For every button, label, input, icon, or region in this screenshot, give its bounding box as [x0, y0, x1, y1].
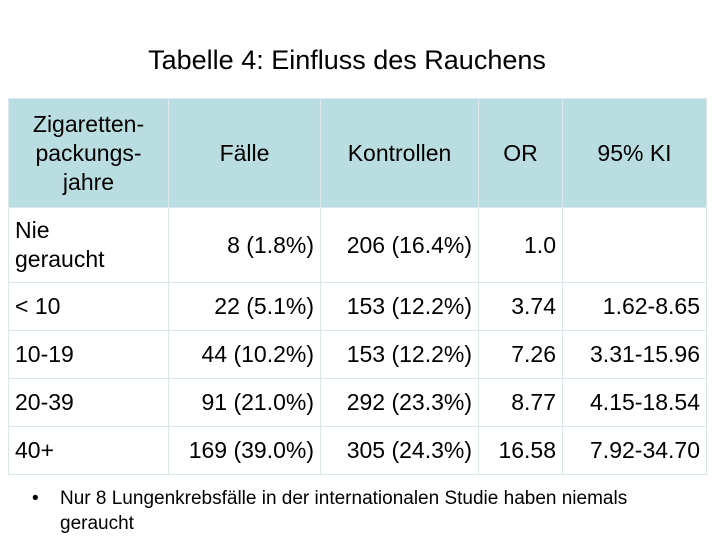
cell-ci: 3.31-15.96: [562, 330, 707, 379]
cell-cases: 8 (1.8%): [168, 207, 321, 283]
table-row: 10-19 44 (10.2%) 153 (12.2%) 7.26 3.31-1…: [8, 330, 707, 379]
header-ci: 95% KI: [562, 98, 707, 208]
cell-cases: 91 (21.0%): [168, 378, 321, 427]
cell-ci: 1.62-8.65: [562, 282, 707, 331]
table-row: < 10 22 (5.1%) 153 (12.2%) 3.74 1.62-8.6…: [8, 282, 707, 331]
cell-cases: 44 (10.2%): [168, 330, 321, 379]
header-pack-years: Zigaretten- packungs- jahre: [8, 98, 169, 208]
cell-or: 16.58: [478, 426, 563, 475]
header-cases: Fälle: [168, 98, 321, 208]
header-or: OR: [478, 98, 563, 208]
cell-controls: 153 (12.2%): [320, 282, 479, 331]
footnote: • Nur 8 Lungenkrebsfälle in der internat…: [32, 486, 692, 536]
row-label: 10-19: [8, 330, 169, 379]
row-label: 40+: [8, 426, 169, 475]
cell-ci: 4.15-18.54: [562, 378, 707, 427]
cell-cases: 22 (5.1%): [168, 282, 321, 331]
footnote-text: Nur 8 Lungenkrebsfälle in der internatio…: [60, 488, 628, 534]
cell-ci: 7.92-34.70: [562, 426, 707, 475]
bullet-icon: •: [32, 488, 39, 509]
cell-controls: 153 (12.2%): [320, 330, 479, 379]
table-row: 40+ 169 (39.0%) 305 (24.3%) 16.58 7.92-3…: [8, 426, 707, 475]
row-label: < 10: [8, 282, 169, 331]
cell-or: 3.74: [478, 282, 563, 331]
row-label: Nie geraucht: [8, 207, 169, 283]
cell-controls: 206 (16.4%): [320, 207, 479, 283]
cell-or: 7.26: [478, 330, 563, 379]
cell-controls: 292 (23.3%): [320, 378, 479, 427]
table-header-row: Zigaretten- packungs- jahre Fälle Kontro…: [8, 98, 707, 208]
cell-or: 8.77: [478, 378, 563, 427]
table-row: Nie geraucht 8 (1.8%) 206 (16.4%) 1.0: [8, 207, 707, 283]
header-controls: Kontrollen: [320, 98, 479, 208]
cell-controls: 305 (24.3%): [320, 426, 479, 475]
table-row: 20-39 91 (21.0%) 292 (23.3%) 8.77 4.15-1…: [8, 378, 707, 427]
cell-cases: 169 (39.0%): [168, 426, 321, 475]
slide-title: Tabelle 4: Einfluss des Rauchens: [148, 45, 546, 75]
smoking-table: Zigaretten- packungs- jahre Fälle Kontro…: [8, 98, 707, 475]
cell-or: 1.0: [478, 207, 563, 283]
row-label: 20-39: [8, 378, 169, 427]
cell-ci: [562, 207, 707, 283]
